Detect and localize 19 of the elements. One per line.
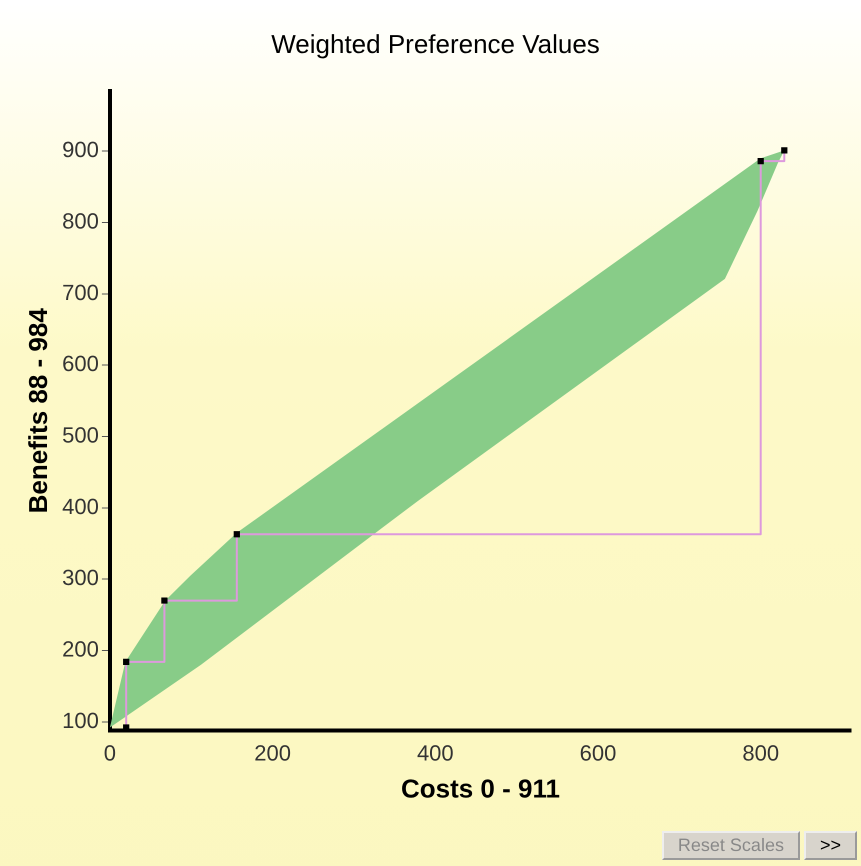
text: >> — [804, 831, 857, 860]
x-tick-label: 400 — [416, 740, 454, 766]
y-tick-label: 100 — [62, 708, 99, 733]
x-axis-title: Costs 0 - 911 — [400, 774, 560, 804]
x-tick-label: 600 — [580, 740, 616, 766]
text: Reset Scales — [662, 831, 800, 860]
x-tick-label: 200 — [254, 740, 291, 766]
y-tick-label: 400 — [62, 494, 99, 519]
y-tick-label: 300 — [62, 565, 99, 590]
y-tick-label: 800 — [62, 208, 99, 234]
x-tick-label: 800 — [742, 740, 780, 766]
y-tick-label: 900 — [62, 137, 99, 162]
y-tick-label: 500 — [62, 422, 99, 448]
y-tick-label: 200 — [62, 636, 99, 662]
y-tick-label: 600 — [62, 351, 99, 376]
y-tick-label: 700 — [62, 280, 99, 305]
chart-title: Weighted Preference Values — [271, 28, 600, 59]
y-axis-title: Benefits 88 - 984 — [22, 308, 53, 514]
x-tick-label: 0 — [104, 740, 116, 766]
